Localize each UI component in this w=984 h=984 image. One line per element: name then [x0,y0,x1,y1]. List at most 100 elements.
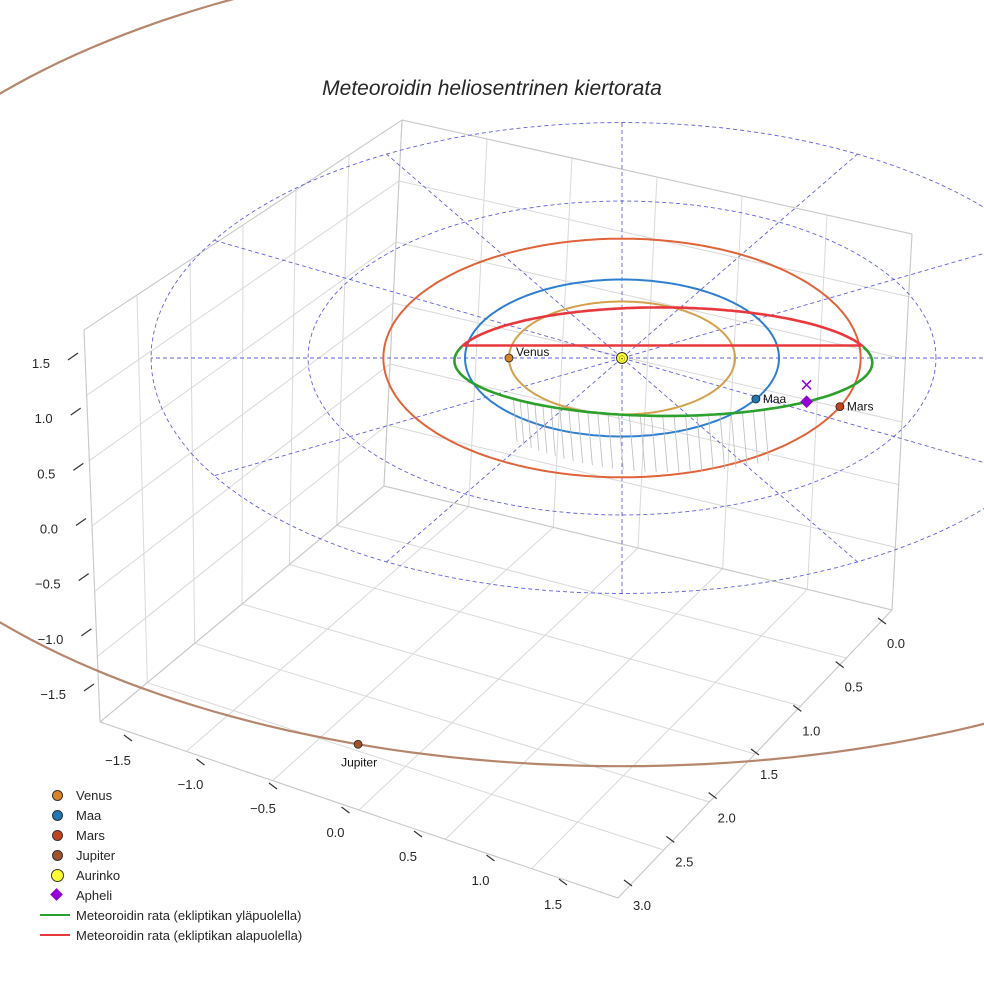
planet-label-jupiter: Jupiter [341,755,377,769]
z-tick-label: 1.5 [32,356,50,371]
legend-marker [38,905,76,925]
sun-symbol: ☉ [618,355,625,364]
legend-entry: Mars [38,825,302,845]
dropline [568,409,574,462]
legend-entry: Apheli [38,885,302,905]
z-tick-label: −0.5 [35,577,61,592]
aphelion-droplines [512,398,769,473]
legend-label: Mars [76,827,105,843]
x-tick-label: 1.5 [760,767,778,782]
axis-grid [83,119,913,899]
planet-label-venus: Venus [516,345,549,359]
sun-marker [616,352,628,364]
dropline [639,415,646,472]
orbit-jupiter [0,0,984,768]
orbit-mars [382,237,862,479]
ecliptic-spoke [621,153,858,359]
dropline [662,415,668,473]
y-tick-label: −1.5 [105,753,131,768]
dropline [559,408,565,459]
dropline [607,413,614,469]
z-tick-label: 0.5 [37,466,55,481]
legend-marker [38,845,76,865]
dropline [673,415,680,473]
dropline [753,410,759,464]
z-tick-label: 1.0 [35,411,53,426]
dropline [685,415,691,473]
z-tick-label: −1.5 [40,687,66,702]
legend-entry: Venus [38,785,302,805]
chart-title: Meteoroidin heliosentrinen kiertorata [322,77,662,100]
z-tick-label: −1.0 [38,632,64,647]
y-tick-label: −1.0 [178,777,204,792]
planet-label-mars: Mars [847,400,874,414]
planet-marker-jupiter [353,739,363,749]
dropline [651,415,657,473]
dropline [526,402,532,448]
x-tick-label: 2.5 [675,854,693,869]
legend-marker [38,885,76,905]
legend-entry: Maa [38,805,302,825]
x-tick-label: 0.5 [845,680,863,695]
ecliptic-spoke [386,153,623,359]
legend-label: Aurinko [76,867,121,883]
legend-label: Maa [76,807,102,823]
dropline [618,414,624,470]
dropline [730,413,737,468]
y-tick-label: 1.5 [544,897,562,912]
ecliptic-spoke [621,357,984,463]
aphelion-projection-marker [801,379,812,390]
planet-marker-mars [835,402,845,412]
legend-marker [38,825,76,845]
planet-marker-venus [504,353,514,363]
y-tick-label: 1.0 [471,873,489,888]
legend-marker [38,925,76,945]
ecliptic-spoke [621,357,858,563]
dropline [628,415,635,471]
dropline [696,415,703,472]
dropline [708,414,714,471]
legend-marker [38,785,76,805]
ecliptic-spoke [213,357,623,477]
legend-label: Meteoroidin rata (ekliptikan yläpuolella… [76,907,302,923]
legend-marker [38,805,76,825]
ecliptic-grid [150,122,984,594]
legend-entry: Aurinko [38,865,302,885]
legend-entry: Meteoroidin rata (ekliptikan yläpuolella… [38,905,302,925]
y-tick-label: 0.0 [326,825,344,840]
chart-legend: Venus Maa Mars Jupiter Aurinko Apheli Meteoroi… [38,785,302,945]
axis-tick-labels: 0.0 0.5 1.0 1.5 2.0 2.5 3.0 −1.5 −1.0 −0.5 0.0 0.5 1… [32,352,905,913]
legend-marker [38,865,76,885]
legend-label: Apheli [76,887,113,903]
x-tick-label: 3.0 [633,898,651,913]
ecliptic-spoke [213,239,623,359]
dropline [512,398,518,442]
y-tick-label: −0.5 [250,801,276,816]
x-tick-label: 1.0 [802,723,820,738]
x-tick-label: 0.0 [887,636,905,651]
planet-orbits [0,0,984,768]
dropline [534,403,540,451]
planet-markers: Venus Maa Mars Jupiter ☉ [341,345,874,769]
ecliptic-spoke [386,357,623,563]
y-tick-label: 0.5 [399,849,417,864]
legend-entry: Meteoroidin rata (ekliptikan alapuolella… [38,925,302,945]
meteoroid-orbit-below [459,306,866,347]
ecliptic-spoke [621,253,984,359]
dropline [742,412,748,466]
legend-entry: Jupiter [38,845,302,865]
aphelion-marker [800,395,813,409]
x-tick-label: 2.0 [718,811,736,826]
dropline [587,411,593,466]
dropline [763,409,769,462]
dropline [597,412,603,468]
planet-label-maa: Maa [763,392,787,406]
z-tick-label: 0.0 [40,522,58,537]
dropline [550,406,556,457]
planet-marker-maa [751,394,761,404]
orbit-maa [463,278,781,438]
dropline [542,405,548,454]
dropline [719,414,726,470]
legend-label: Meteoroidin rata (ekliptikan alapuolella… [76,927,303,943]
